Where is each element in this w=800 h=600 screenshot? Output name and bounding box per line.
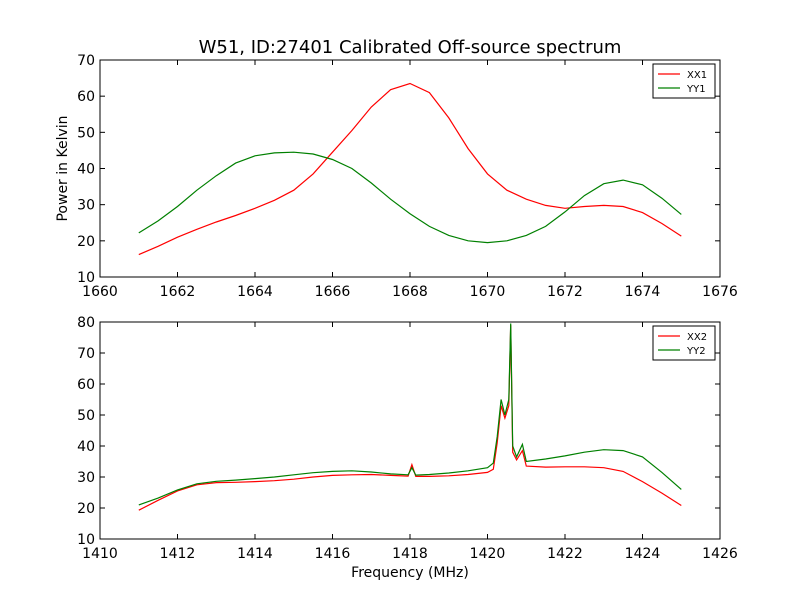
y-tick-label: 50 bbox=[77, 125, 95, 141]
panel-2-series bbox=[138, 323, 682, 511]
x-tick-label: 1664 bbox=[237, 284, 273, 300]
y-tick-label: 60 bbox=[77, 377, 95, 393]
y-tick-label: 30 bbox=[77, 470, 95, 486]
y-tick-label: 10 bbox=[77, 270, 95, 286]
y-tick-label: 30 bbox=[77, 198, 95, 214]
series-line-xx1 bbox=[138, 82, 682, 256]
panel-1-ticks: 1660 1662 1664 1666 1668 1670 1672 1674 1676 10 20… bbox=[77, 53, 738, 300]
y-tick-label: 10 bbox=[77, 532, 95, 548]
y-tick-label: 60 bbox=[77, 89, 95, 105]
panel-1: 1660 1662 1664 1666 1668 1670 1672 1674 1676 10 20… bbox=[55, 53, 738, 300]
y-tick-label: 20 bbox=[77, 501, 95, 517]
series-line-yy1 bbox=[138, 151, 682, 244]
x-tick-label: 1676 bbox=[702, 284, 738, 300]
legend-label-xx1: XX1 bbox=[687, 70, 707, 81]
legend-box bbox=[652, 325, 716, 361]
chart-title: W51, ID:27401 Calibrated Off-source spec… bbox=[199, 37, 622, 58]
y-tick-label: 70 bbox=[77, 53, 95, 69]
x-tick-label: 1662 bbox=[160, 284, 196, 300]
x-tick-label: 1666 bbox=[315, 284, 351, 300]
x-tick-label: 1410 bbox=[82, 546, 118, 562]
legend-label-yy2: YY2 bbox=[686, 346, 706, 357]
y-tick-label: 40 bbox=[77, 439, 95, 455]
y-tick-label: 50 bbox=[77, 408, 95, 424]
x-tick-label: 1672 bbox=[547, 284, 583, 300]
x-tick-label: 1424 bbox=[625, 546, 661, 562]
y-tick-label: 40 bbox=[77, 162, 95, 178]
panel-2-frame bbox=[99, 321, 721, 540]
panel-2-x-axis-label: Frequency (MHz) bbox=[351, 565, 469, 581]
x-tick-label: 1414 bbox=[237, 546, 273, 562]
panel-1-frame bbox=[99, 59, 721, 278]
x-tick-label: 1660 bbox=[82, 284, 118, 300]
x-tick-label: 1422 bbox=[547, 546, 583, 562]
x-tick-label: 1426 bbox=[702, 546, 738, 562]
y-tick-label: 70 bbox=[77, 346, 95, 362]
x-tick-label: 1418 bbox=[392, 546, 428, 562]
legend-box bbox=[652, 63, 716, 99]
x-tick-label: 1416 bbox=[315, 546, 351, 562]
series-line-xx2 bbox=[138, 325, 682, 511]
x-tick-label: 1412 bbox=[160, 546, 196, 562]
panel-2-ticks: 1410 1412 1414 1416 1418 1420 1422 1424 1426 10 20… bbox=[77, 315, 738, 562]
x-tick-label: 1670 bbox=[470, 284, 506, 300]
legend-label-xx2: XX2 bbox=[687, 332, 707, 343]
panel-1-y-axis-label: Power in Kelvin bbox=[55, 115, 71, 221]
panel-1-series bbox=[138, 82, 682, 256]
x-tick-label: 1674 bbox=[625, 284, 661, 300]
panel-2: 1410 1412 1414 1416 1418 1420 1422 1424 1426 10 20… bbox=[77, 315, 738, 581]
y-tick-label: 80 bbox=[77, 315, 95, 331]
x-tick-label: 1420 bbox=[470, 546, 506, 562]
y-tick-label: 20 bbox=[77, 234, 95, 250]
series-line-yy2 bbox=[138, 323, 682, 506]
legend-label-yy1: YY1 bbox=[686, 84, 706, 95]
x-tick-label: 1668 bbox=[392, 284, 428, 300]
